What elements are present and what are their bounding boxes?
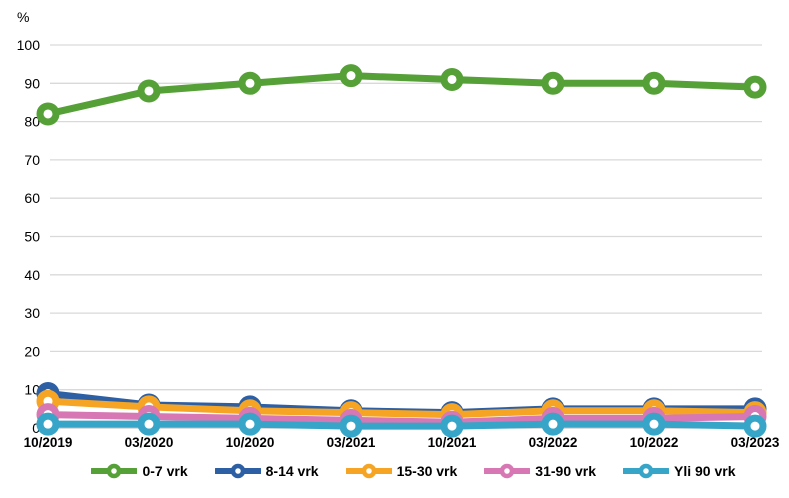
y-axis-unit-label: % xyxy=(17,9,29,25)
x-tick-label: 10/2020 xyxy=(226,435,275,450)
legend-marker-icon xyxy=(623,463,670,479)
legend-marker-icon xyxy=(345,463,392,479)
data-point xyxy=(238,412,262,436)
data-point xyxy=(743,75,767,99)
data-point xyxy=(642,412,666,436)
data-point xyxy=(137,412,161,436)
y-tick-label: 20 xyxy=(24,343,40,359)
data-point xyxy=(137,79,161,103)
legend-marker-icon xyxy=(91,463,138,479)
y-tick-label: 30 xyxy=(24,305,40,321)
series-line xyxy=(44,397,759,419)
series-0-7-vrk xyxy=(36,64,767,126)
data-point xyxy=(440,414,464,438)
legend-label: 15-30 vrk xyxy=(396,463,458,479)
legend-item-8-14-vrk: 8-14 vrk xyxy=(214,462,319,480)
chart-legend: 0-7 vrk 8-14 vrk 15-30 vrk 31-90 vrk Yli 90 … xyxy=(0,462,789,480)
legend-label: Yli 90 vrk xyxy=(674,463,736,479)
data-point xyxy=(541,412,565,436)
legend-item-31-90-vrk: 31-90 vrk xyxy=(484,462,596,480)
legend-marker-icon xyxy=(484,463,531,479)
y-tick-label: 60 xyxy=(24,190,40,206)
legend-label: 0-7 vrk xyxy=(142,463,188,479)
gridlines xyxy=(50,44,762,429)
data-point xyxy=(541,71,565,95)
x-tick-label: 03/2022 xyxy=(529,435,578,450)
data-point xyxy=(36,102,60,126)
x-tick-label: 10/2022 xyxy=(630,435,679,450)
data-point xyxy=(642,71,666,95)
y-tick-label: 0 xyxy=(32,420,40,436)
data-point xyxy=(339,414,363,438)
data-point xyxy=(440,67,464,91)
y-tick-label: 40 xyxy=(24,267,40,283)
y-tick-label: 90 xyxy=(24,75,40,91)
x-tick-label: 03/2021 xyxy=(327,435,376,450)
y-tick-label: 50 xyxy=(24,229,40,245)
series-line xyxy=(44,420,759,430)
legend-item-0-7-vrk: 0-7 vrk xyxy=(91,462,188,480)
x-tick-label: 10/2021 xyxy=(428,435,477,450)
legend-label: 8-14 vrk xyxy=(265,463,319,479)
series-line xyxy=(44,72,759,118)
data-point xyxy=(36,412,60,436)
legend-marker-icon xyxy=(214,463,261,479)
y-tick-label: 100 xyxy=(17,37,41,53)
y-tick-label: 70 xyxy=(24,152,40,168)
series-line xyxy=(44,411,759,426)
data-series xyxy=(36,64,767,438)
data-point xyxy=(238,71,262,95)
x-tick-label: 10/2019 xyxy=(24,435,73,450)
y-axis-labels: 0 10 20 30 40 50 60 70 80 90 100 xyxy=(17,37,41,436)
legend-label: 31-90 vrk xyxy=(535,463,597,479)
y-tick-label: 10 xyxy=(24,382,40,398)
x-tick-label: 03/2020 xyxy=(125,435,174,450)
series-yli-90-vrk xyxy=(36,412,767,438)
data-point xyxy=(743,414,767,438)
x-axis-labels: 10/2019 03/2020 10/2020 03/2021 10/2021 03/20… xyxy=(24,435,780,450)
x-tick-label: 03/2023 xyxy=(731,435,780,450)
legend-item-yli-90-vrk: Yli 90 vrk xyxy=(623,462,736,480)
y-tick-label: 80 xyxy=(24,114,40,130)
legend-item-15-30-vrk: 15-30 vrk xyxy=(345,462,458,480)
data-point xyxy=(339,64,363,88)
